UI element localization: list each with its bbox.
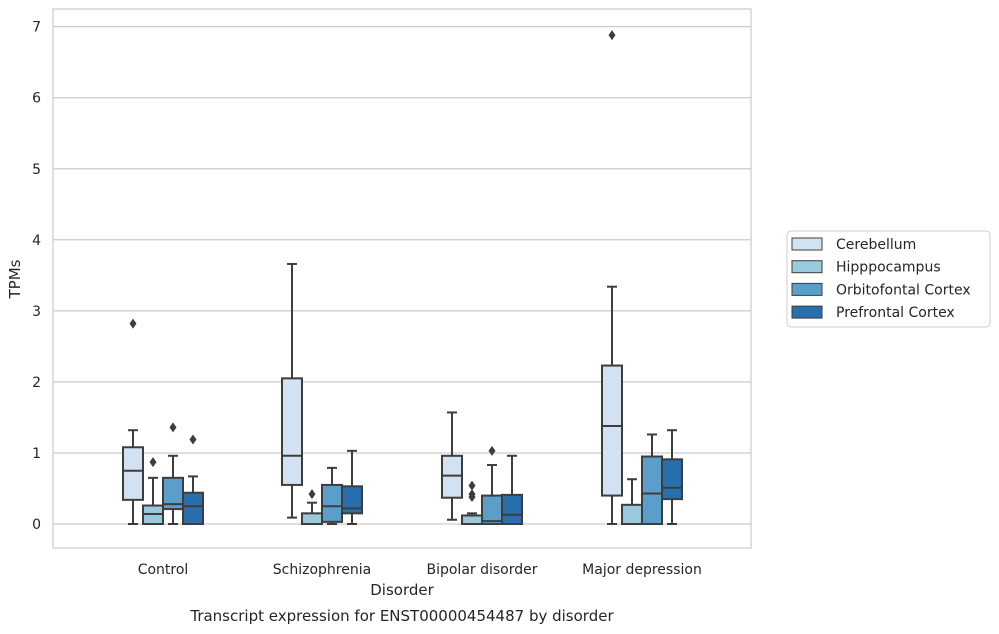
outlier-point	[189, 434, 197, 445]
outlier-point	[308, 489, 316, 500]
y-tick-label: 0	[32, 517, 41, 533]
box	[461, 514, 483, 525]
legend-swatch	[791, 305, 823, 319]
box-group	[661, 429, 683, 525]
y-tick-label: 2	[32, 375, 41, 391]
box-group	[501, 454, 523, 526]
legend-label: Hipppocampus	[836, 260, 941, 276]
x-axis-label: Disorder	[370, 581, 434, 599]
box	[601, 364, 623, 497]
box	[301, 512, 323, 526]
y-tick-label: 5	[32, 162, 41, 178]
box	[501, 493, 523, 526]
box-group	[621, 478, 643, 525]
box-group	[461, 480, 483, 525]
legend-label: Orbitofontal Cortex	[836, 282, 971, 298]
box	[281, 377, 303, 486]
outlier-point	[169, 422, 177, 433]
x-tick-label: Major depression	[582, 562, 702, 578]
box-group	[601, 30, 623, 525]
x-tick-label: Bipolar disorder	[426, 562, 537, 578]
box	[621, 503, 643, 525]
box-group	[162, 422, 184, 525]
box-group	[641, 433, 663, 525]
gridlines	[53, 26, 751, 525]
plot-frame	[52, 8, 752, 549]
y-tick-label: 3	[32, 304, 41, 320]
y-tick-labels: 0 1 2 3 4 5 6 7	[32, 20, 41, 533]
legend-label: Prefrontal Cortex	[836, 305, 955, 321]
x-tick-label: Control	[138, 562, 189, 578]
box-group	[441, 411, 463, 521]
legend-swatch	[791, 260, 823, 274]
box-group	[321, 466, 343, 525]
outlier-point	[149, 457, 157, 468]
y-axis-label: TPMs	[6, 259, 24, 299]
outlier-point	[468, 489, 476, 500]
outlier-point	[488, 445, 496, 456]
box-group	[182, 434, 204, 526]
legend: Cerebellum Hipppocampus Orbitofontal Corte…	[786, 230, 991, 328]
outlier-point	[608, 30, 616, 41]
legend-frame	[786, 230, 991, 328]
x-tick-label: Schizophrenia	[273, 562, 371, 578]
outlier-point	[129, 318, 137, 329]
box-group	[281, 262, 303, 519]
x-tick-labels: Control Schizophrenia Bipolar disorder Majo…	[138, 562, 702, 578]
legend-swatch	[791, 237, 823, 251]
box-group	[301, 489, 323, 526]
box-group	[341, 449, 363, 525]
legend-label: Cerebellum	[836, 237, 916, 253]
outlier-point	[468, 480, 476, 491]
y-tick-label: 4	[32, 233, 41, 249]
y-tick-label: 7	[32, 20, 41, 36]
box	[641, 455, 663, 525]
y-tick-label: 6	[32, 91, 41, 107]
legend-swatch	[791, 282, 823, 296]
box	[341, 485, 363, 515]
box	[661, 458, 683, 501]
box	[321, 483, 343, 523]
chart-caption: Transcript expression for ENST0000045448…	[189, 607, 614, 625]
box-group	[481, 445, 503, 525]
plot-marks	[122, 30, 683, 526]
box-group	[142, 457, 164, 526]
box	[441, 454, 463, 499]
box	[182, 491, 204, 526]
box	[122, 446, 144, 501]
box	[481, 494, 503, 525]
y-tick-label: 1	[32, 446, 41, 462]
box-group	[122, 318, 144, 525]
